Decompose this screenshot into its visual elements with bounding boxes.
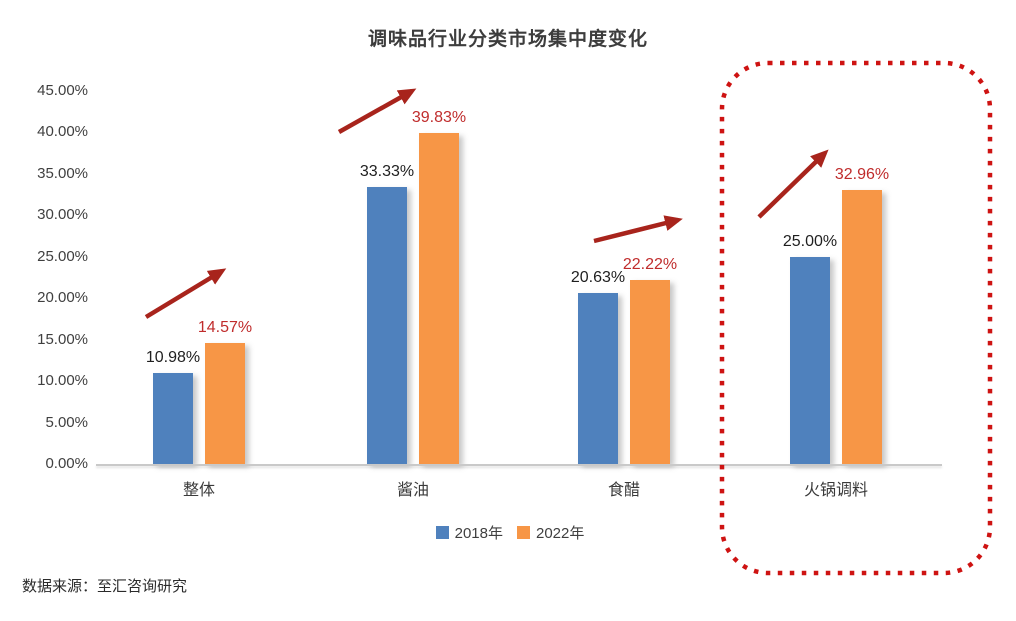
trend-arrow-hotpot <box>757 149 829 219</box>
category-label-食醋: 食醋 <box>607 482 640 499</box>
bar-2018年-整体 <box>153 372 193 464</box>
legend-item-2022年: 2022年 <box>517 522 584 543</box>
legend-swatch-icon <box>517 526 530 539</box>
y-axis-tick: 5.00% <box>45 413 88 431</box>
source-note: 数据来源：至汇咨询研究 <box>22 578 188 595</box>
trend-arrow-overall <box>144 268 227 319</box>
value-label-2022年-火锅调料: 32.96% <box>834 166 890 184</box>
bar-2018年-酱油 <box>367 187 407 464</box>
y-axis-tick: 20.00% <box>37 289 88 306</box>
y-axis-tick: 45.00% <box>37 81 88 99</box>
y-axis-tick: 0.00% <box>45 455 88 472</box>
bar-2022年-酱油 <box>419 133 459 464</box>
y-axis-tick: 35.00% <box>37 164 88 182</box>
bar-2018年-火锅调料 <box>790 256 830 464</box>
legend-label: 2018年 <box>454 525 503 542</box>
y-axis-tick: 30.00% <box>37 206 88 223</box>
legend-item-2018年: 2018年 <box>435 522 503 543</box>
category-label-酱油: 酱油 <box>396 482 429 499</box>
category-label-整体: 整体 <box>182 482 215 499</box>
x-axis-line <box>96 464 942 466</box>
y-axis-tick: 25.00% <box>37 247 88 265</box>
y-axis-tick: 15.00% <box>37 330 88 348</box>
legend-swatch-icon <box>435 526 449 539</box>
value-label-2018年-酱油: 33.33% <box>359 163 415 181</box>
bar-2022年-火锅调料 <box>842 190 882 464</box>
y-axis-tick: 40.00% <box>37 123 88 140</box>
legend: 2018年 2022年 <box>100 522 920 543</box>
value-label-2018年-整体: 10.98% <box>145 348 201 366</box>
value-label-2022年-整体: 14.57% <box>197 319 253 337</box>
value-label-2022年-食醋: 22.22% <box>622 255 678 273</box>
legend-label: 2022年 <box>536 525 585 542</box>
chart-title: 调味品行业分类市场集中度变化 <box>367 29 648 50</box>
trend-arrow-vinegar <box>593 215 683 244</box>
bar-2018年-食醋 <box>578 292 618 464</box>
value-label-2022年-酱油: 39.83% <box>411 109 467 127</box>
bar-2022年-食醋 <box>630 279 670 464</box>
category-label-火锅调料: 火锅调料 <box>803 482 868 499</box>
y-axis-tick: 10.00% <box>37 372 88 389</box>
value-label-2018年-食醋: 20.63% <box>570 268 626 286</box>
bar-2022年-整体 <box>205 343 245 464</box>
